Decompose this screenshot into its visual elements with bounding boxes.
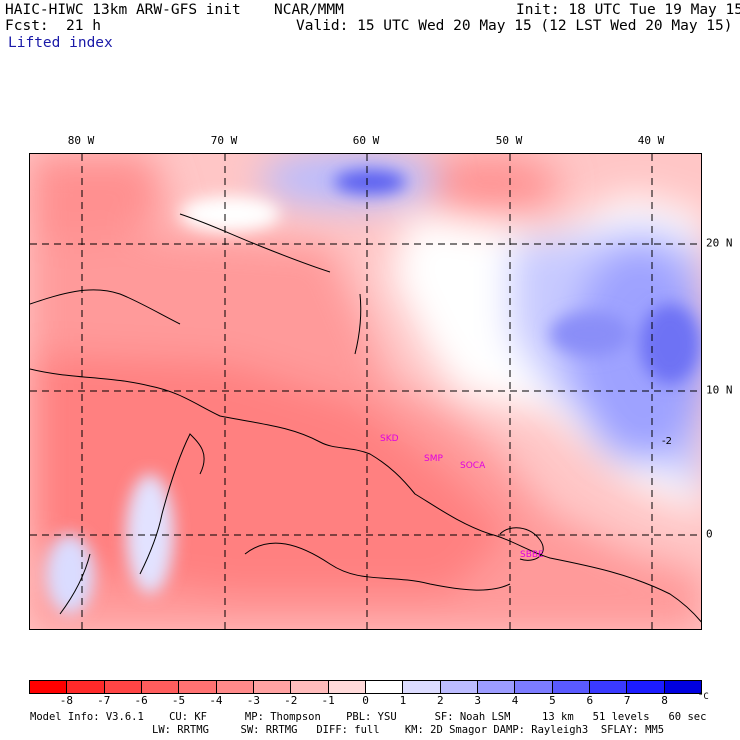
- colorbar-segment: [515, 681, 553, 693]
- colorbar-tick-label: 0: [362, 694, 369, 707]
- station-skd: SKD: [380, 434, 399, 444]
- station-markers: SKD SMP SOCA SBBE: [380, 434, 544, 560]
- colorbar-segment: [403, 681, 441, 693]
- model-info-line1: Model Info: V3.6.1 CU: KF MP: Thompson P…: [30, 711, 707, 723]
- lon-label-60w: 60 W: [352, 134, 380, 147]
- station-soca: SOCA: [460, 461, 486, 471]
- colorbar-segment: [664, 681, 701, 693]
- colorbar-segment: [141, 681, 180, 693]
- colorbar-tick-label: -7: [97, 694, 111, 707]
- lon-label-80w: 80 W: [67, 134, 95, 147]
- colorbar-segment: [104, 681, 142, 693]
- colorbar-unit: °C: [698, 692, 709, 702]
- init-time: Init: 18 UTC Tue 19 May 15: [516, 2, 740, 18]
- colorbar-tick-label: 8: [661, 694, 668, 707]
- colorbar-tick-label: 1: [399, 694, 407, 707]
- lifted-index-map: SKD SMP SOCA SBBE -2: [30, 154, 701, 629]
- colorbar-tick-label: -5: [171, 694, 186, 707]
- org-label: NCAR/MMM: [274, 2, 344, 18]
- colorbar-segment: [253, 681, 292, 693]
- fcst-label: Fcst:: [5, 18, 49, 34]
- colorbar: [29, 680, 702, 694]
- contour-label: -2: [662, 436, 672, 447]
- colorbar-segment: [328, 681, 366, 693]
- lat-label-20n: 20 N: [706, 236, 733, 250]
- lon-label-70w: 70 W: [210, 134, 238, 147]
- colorbar-tick-label: -1: [321, 694, 335, 707]
- colorbar-tick-label: -6: [134, 694, 148, 707]
- map-panel: SKD SMP SOCA SBBE -2: [29, 153, 702, 630]
- colorbar-segment: [291, 681, 329, 693]
- field-name: Lifted index: [8, 35, 113, 51]
- colorbar-tick-label: 2: [436, 694, 444, 707]
- lat-lon-grid: [30, 154, 701, 629]
- colorbar-tick-label: -8: [59, 694, 73, 707]
- coastlines: [30, 213, 701, 623]
- colorbar-segment: [365, 681, 404, 693]
- colorbar-tick-label: -3: [246, 694, 260, 707]
- lon-label-50w: 50 W: [495, 134, 523, 147]
- colorbar-segment: [67, 681, 105, 693]
- colorbar-segment: [477, 681, 516, 693]
- model-title: HAIC-HIWC 13km ARW-GFS init: [5, 2, 241, 18]
- colorbar-tick-label: 4: [511, 694, 519, 707]
- colorbar-tick-label: 6: [586, 694, 594, 707]
- station-smp: SMP: [424, 454, 443, 464]
- colorbar-segment: [552, 681, 590, 693]
- lat-label-10n: 10 N: [706, 383, 733, 397]
- colorbar-tick-label: 3: [474, 694, 481, 707]
- colorbar-tick-label: -2: [284, 694, 298, 707]
- lat-label-0: 0: [706, 527, 713, 541]
- valid-time: Valid: 15 UTC Wed 20 May 15 (12 LST Wed …: [296, 18, 733, 34]
- colorbar-tick-label: 7: [623, 694, 631, 707]
- colorbar-segment: [30, 681, 68, 693]
- colorbar-segment: [216, 681, 254, 693]
- colorbar-segment: [440, 681, 478, 693]
- colorbar-tick-label: 5: [549, 694, 556, 707]
- colorbar-tick-label: -4: [209, 694, 223, 707]
- station-sbbe: SBBE: [520, 550, 544, 560]
- model-info-line2: LW: RRTMG SW: RRTMG DIFF: full KM: 2D Sm…: [152, 724, 665, 736]
- lon-label-40w: 40 W: [637, 134, 665, 147]
- colorbar-segment: [179, 681, 217, 693]
- colorbar-segment: [589, 681, 628, 693]
- colorbar-segment: [627, 681, 665, 693]
- fcst-value: 21 h: [66, 18, 101, 34]
